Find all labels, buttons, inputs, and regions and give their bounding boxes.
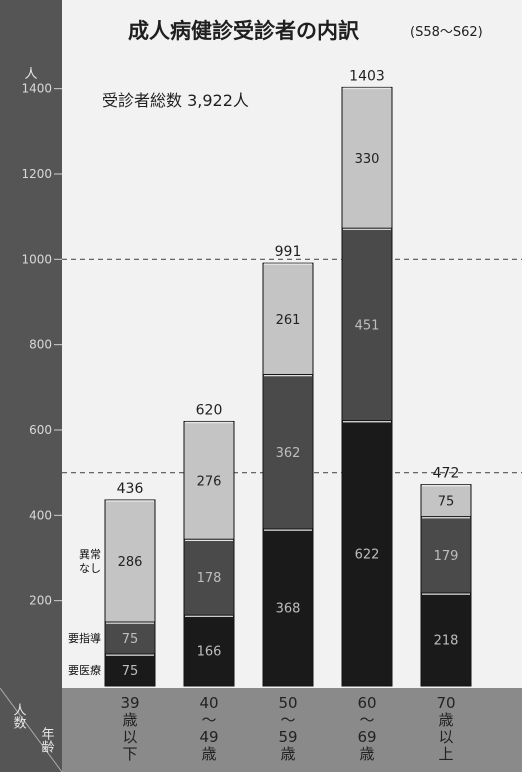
category-label: 歳 <box>122 711 137 729</box>
y-tick-label: 1000 <box>21 252 52 266</box>
bar-segment <box>341 227 393 422</box>
segment-value-label: 75 <box>122 632 139 647</box>
segment-value-label: 368 <box>276 601 301 616</box>
category-label: 以 <box>438 728 453 746</box>
segment-value-label: 166 <box>197 645 222 660</box>
segment-value-label: 286 <box>118 555 143 570</box>
category-label: 下 <box>122 745 137 763</box>
category-label: ～ <box>280 711 295 729</box>
bar-segment <box>183 614 235 687</box>
bar-segment <box>262 528 314 687</box>
total-respondents-annotation: 受診者総数 3,922人 <box>102 91 249 110</box>
bar-segment <box>183 420 235 540</box>
y-axis-bottom-label: 人数 <box>11 703 27 729</box>
legend-label: なし <box>79 562 101 575</box>
segment-value-label: 218 <box>434 633 459 648</box>
segment-value-label: 179 <box>434 549 459 564</box>
x-axis-label: 年齢 <box>39 727 55 753</box>
segment-value-label: 622 <box>355 547 380 562</box>
bar-total-label: 991 <box>275 244 302 260</box>
category-label: 60 <box>357 694 376 712</box>
legend-label: 要医療 <box>68 663 101 677</box>
category-label: ～ <box>359 711 374 729</box>
segment-value-label: 330 <box>355 152 380 167</box>
category-label: 40 <box>199 694 218 712</box>
category-label: 39 <box>120 694 139 712</box>
category-label: 歳 <box>438 711 453 729</box>
y-axis-band <box>0 0 62 772</box>
bar-segment <box>341 86 393 229</box>
category-label: 70 <box>436 694 455 712</box>
chart-title: 成人病健診受診者の内訳 <box>128 19 360 43</box>
category-label: 69 <box>357 728 376 746</box>
bar-segment <box>341 420 393 687</box>
y-tick-label: 800 <box>29 338 52 352</box>
bar-segment <box>420 592 472 687</box>
x-axis-band-divider <box>0 687 63 772</box>
chart-subtitle: (S58～S62) <box>410 25 483 40</box>
segment-value-label: 276 <box>197 474 222 489</box>
bars: 75 75 286 436 166 178 276 620 368 362 261 991 622 451… <box>104 68 472 687</box>
segment-value-label: 362 <box>276 446 301 461</box>
bar-total-label: 620 <box>196 402 223 418</box>
bar-segment <box>420 516 472 594</box>
y-axis-unit: 人 <box>24 67 37 82</box>
category-label: 歳 <box>359 745 374 763</box>
y-tick-label: 200 <box>29 594 52 608</box>
bar-segment <box>183 538 235 616</box>
category-label: ～ <box>201 711 216 729</box>
bar-total-label: 436 <box>117 481 144 497</box>
legend-label: 要指導 <box>68 631 101 645</box>
bar-total-label: 472 <box>433 466 460 482</box>
bar-segment <box>104 653 156 687</box>
x-axis-band <box>62 688 522 772</box>
y-tick-label: 1200 <box>21 167 52 181</box>
y-tick-label: 1400 <box>21 82 52 96</box>
segment-value-label: 178 <box>197 571 222 586</box>
bar-segment <box>420 484 472 518</box>
bar-segment <box>262 262 314 376</box>
y-tick-label: 400 <box>29 508 52 522</box>
category-label: 歳 <box>201 745 216 763</box>
segment-value-label: 75 <box>438 495 455 510</box>
category-label: 49 <box>199 728 218 746</box>
segment-value-label: 75 <box>122 664 139 679</box>
segment-value-label: 261 <box>276 313 301 328</box>
legend-label: 異常 <box>79 548 101 561</box>
segment-value-label: 451 <box>355 318 380 333</box>
bar-segment <box>104 499 156 623</box>
y-tick-label: 600 <box>29 423 52 437</box>
category-label: 59 <box>278 728 297 746</box>
y-ticks: 200 400 600 800 1000 1200 1400 <box>21 82 62 608</box>
category-label: 歳 <box>280 745 295 763</box>
bar-total-label: 1403 <box>349 68 385 84</box>
category-label: 上 <box>438 745 453 763</box>
bar-segment <box>262 374 314 530</box>
category-label: 50 <box>278 694 297 712</box>
category-label: 以 <box>122 728 137 746</box>
